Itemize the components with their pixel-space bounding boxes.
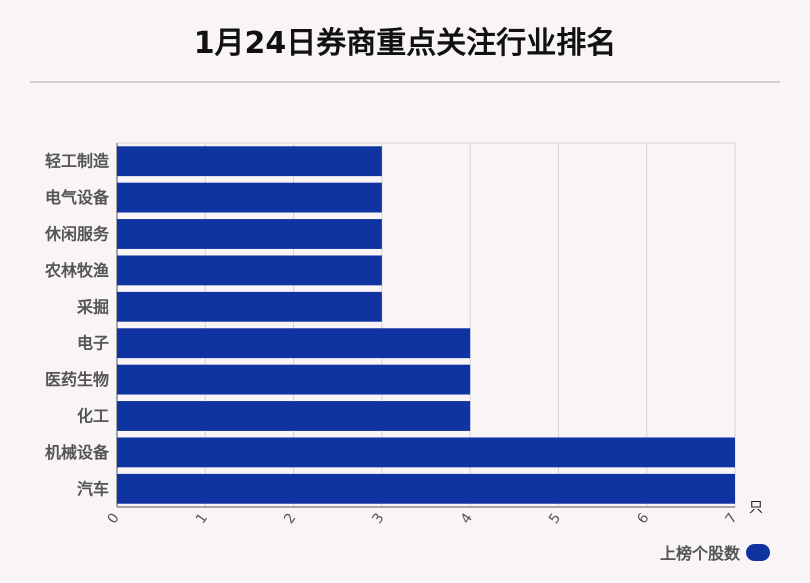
legend-label: 上榜个股数 <box>659 544 740 563</box>
bar <box>117 219 382 249</box>
bar <box>117 364 471 395</box>
x-tick-label: 2 <box>281 510 299 526</box>
category-label: 休闲服务 <box>44 225 110 244</box>
bar <box>117 401 471 431</box>
category-label: 轻工制造 <box>45 152 110 171</box>
category-label: 采掘 <box>76 297 109 316</box>
bar <box>117 437 735 468</box>
bar <box>117 146 382 177</box>
bar <box>117 473 735 504</box>
x-tick-label: 3 <box>369 510 387 526</box>
x-tick-label: 4 <box>458 510 476 527</box>
x-tick-label: 0 <box>105 510 123 526</box>
legend-swatch <box>746 543 770 561</box>
x-tick-label: 5 <box>546 510 564 526</box>
bar <box>117 328 471 359</box>
chart-title: 1月24日券商重点关注行业排名 <box>193 26 617 61</box>
category-label: 电子 <box>77 334 109 353</box>
x-unit-label: 只 <box>749 500 763 516</box>
x-tick-label: 1 <box>193 510 211 526</box>
category-label: 医药生物 <box>45 370 109 389</box>
category-label: 汽车 <box>77 479 109 498</box>
category-label: 机械设备 <box>45 443 110 462</box>
x-tick-label: 6 <box>634 510 652 527</box>
bar <box>117 255 382 286</box>
legend: 上榜个股数 <box>660 540 770 564</box>
bar <box>117 291 382 322</box>
category-label: 化工 <box>77 407 109 426</box>
category-label: 农林牧渔 <box>44 261 109 280</box>
title-divider <box>30 81 780 83</box>
x-tick-label: 7 <box>723 510 741 526</box>
bar <box>117 182 382 213</box>
category-label: 电气设备 <box>45 188 110 207</box>
